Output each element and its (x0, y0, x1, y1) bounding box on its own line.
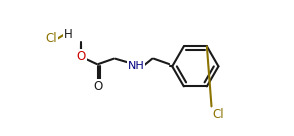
Text: Cl: Cl (46, 32, 57, 45)
Text: O: O (93, 80, 102, 93)
Text: Cl: Cl (213, 108, 224, 121)
Text: NH: NH (128, 61, 144, 71)
Text: O: O (77, 50, 86, 63)
Text: H: H (64, 28, 73, 41)
